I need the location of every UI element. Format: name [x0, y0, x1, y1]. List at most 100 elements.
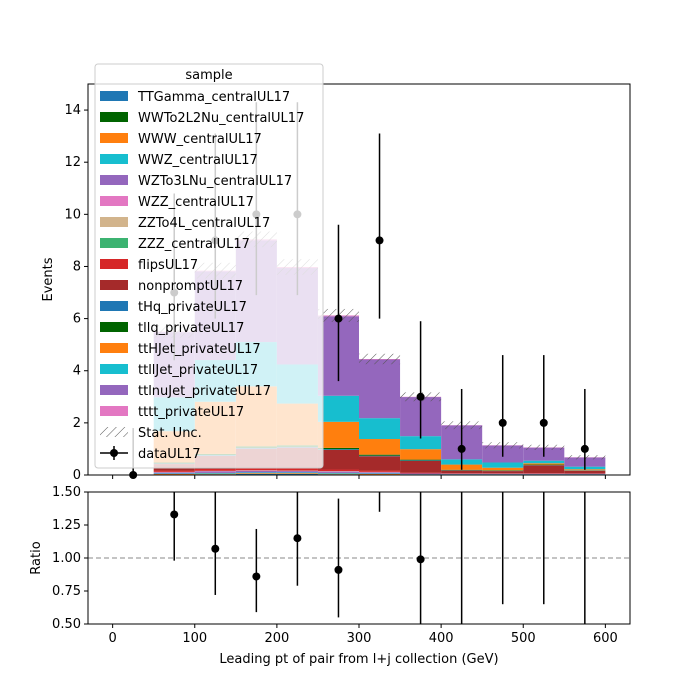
ratio-ytick-label-3: 1.25 [52, 518, 81, 533]
stack-bar-2-2 [194, 473, 236, 475]
legend-label-10: tHq_privateUL17 [138, 300, 247, 315]
legend-swatch-11 [100, 322, 128, 332]
legend-swatch-5 [100, 196, 128, 206]
stack-bar-9-8 [441, 470, 483, 474]
stack-bar-9-7 [400, 460, 442, 473]
main-ytick-label-5: 10 [64, 207, 81, 222]
stack-bar-4-10 [523, 473, 565, 475]
stack-bar-4-4 [276, 471, 318, 473]
legend-label-3: WWZ_centralUL17 [138, 153, 258, 168]
legend-label-9: nonpromptUL17 [138, 279, 243, 294]
stack-bar-3-4 [276, 472, 318, 474]
ratio-xtick-label-0: 0 [108, 631, 116, 646]
data-point-6 [375, 236, 384, 245]
stack-bar-11-8 [441, 469, 483, 471]
stack-bar-8-8 [441, 473, 483, 474]
legend-swatch-7 [100, 238, 128, 248]
legend-label-6: ZZTo4L_centralUL17 [138, 216, 270, 231]
stack-bar-13-7 [400, 436, 442, 450]
ratio-point-4 [334, 565, 343, 574]
main-ytick-label-7: 14 [64, 103, 81, 118]
stack-bar-2-6 [359, 473, 401, 475]
legend-swatch-15 [100, 406, 128, 416]
ratio-xtick-label-3: 300 [347, 631, 372, 646]
legend-swatch-3 [100, 154, 128, 164]
legend-label-1: WWTo2L2Nu_centralUL17 [138, 111, 304, 126]
stack-bar-9-9 [482, 471, 524, 474]
stack-bar-12-5 [317, 421, 359, 448]
stack-bar-8-2 [194, 469, 236, 471]
stack-bar-11-5 [317, 447, 359, 450]
stack-bar-14-6 [359, 359, 401, 419]
main-ytick-label-6: 12 [64, 155, 81, 170]
stack-bar-3-1 [153, 473, 195, 474]
ratio-ytick-label-4: 1.50 [52, 485, 81, 500]
main-ytick-label-4: 8 [73, 259, 81, 274]
stack-bar-12-9 [482, 467, 524, 471]
stack-bar-9-11 [564, 470, 606, 474]
legend-label-2: WWW_centralUL17 [138, 132, 262, 147]
ratio-xtick-label-1: 100 [182, 631, 207, 646]
stack-bar-10-6 [359, 455, 401, 457]
ratio-point-3 [293, 534, 302, 543]
legend-label-15: tttt_privateUL17 [138, 405, 244, 420]
legend-label-8: flipsUL17 [138, 258, 198, 273]
legend-label-data: dataUL17 [138, 447, 201, 462]
stack-bar-4-3 [235, 470, 277, 473]
legend-swatch-14 [100, 385, 128, 395]
stack-bar-9-6 [359, 456, 401, 471]
ratio-xlabel: Leading pt of pair from l+j collection (… [219, 652, 498, 667]
stack-bar-2-3 [235, 473, 277, 474]
stack-bar-8-10 [523, 473, 565, 474]
main-ytick-label-1: 2 [73, 416, 81, 431]
ratio-point-2 [252, 572, 261, 581]
stack-bar-10-5 [317, 449, 359, 450]
legend-title: sample [185, 68, 232, 83]
legend-swatch-6 [100, 217, 128, 227]
stack-bar-4-5 [317, 471, 359, 473]
legend-data-marker [110, 449, 118, 457]
legend-swatch-12 [100, 343, 128, 353]
legend-label-0: TTGamma_centralUL17 [137, 90, 290, 105]
stack-bar-10-7 [400, 460, 442, 461]
stack-bar-11-7 [400, 459, 442, 461]
legend-label-7: ZZZ_centralUL17 [138, 237, 250, 252]
stack-bar-3-3 [235, 472, 277, 474]
legend-swatch-1 [100, 112, 128, 122]
stack-bar-12-6 [359, 439, 401, 455]
legend-label-13: ttllJet_privateUL17 [138, 363, 258, 378]
stack-bar-3-5 [317, 472, 359, 474]
stack-bar-13-9 [482, 462, 524, 468]
legend-swatch-2 [100, 133, 128, 143]
stack-bar-11-6 [359, 454, 401, 456]
stack-bar-13-10 [523, 460, 565, 464]
main-ytick-label-3: 6 [73, 312, 81, 327]
stack-bar-4-8 [441, 473, 483, 475]
stack-bar-8-9 [482, 473, 524, 474]
ratio-point-6 [416, 555, 425, 564]
stack-bar-8-7 [400, 472, 442, 474]
stack-bar-11-9 [482, 470, 524, 471]
stack-bar-4-2 [194, 471, 236, 473]
legend-swatch-4 [100, 175, 128, 185]
stack-bar-0-4 [276, 473, 318, 475]
legend-swatch-8 [100, 259, 128, 269]
stack-bar-8-3 [235, 468, 277, 471]
data-point-11 [580, 444, 589, 453]
legend-label-5: WZZ_centralUL17 [138, 195, 254, 210]
stack-bar-4-1 [153, 472, 195, 474]
legend-label-12: ttHJet_privateUL17 [138, 342, 261, 357]
stack-bar-13-5 [317, 395, 359, 422]
stack-bar-9-5 [317, 449, 359, 470]
stack-bar-8-1 [153, 470, 195, 472]
legend-swatch-10 [100, 301, 128, 311]
stack-bar-8-4 [276, 468, 318, 471]
stack-bar-4-7 [400, 473, 442, 475]
stack-bar-12-7 [400, 449, 442, 460]
stack-bar-13-6 [359, 418, 401, 440]
legend-swatch-13 [100, 364, 128, 374]
legend-label-11: tllq_privateUL17 [138, 321, 244, 336]
ratio-xtick-label-5: 500 [511, 631, 536, 646]
stack-bar-3-6 [359, 473, 401, 474]
